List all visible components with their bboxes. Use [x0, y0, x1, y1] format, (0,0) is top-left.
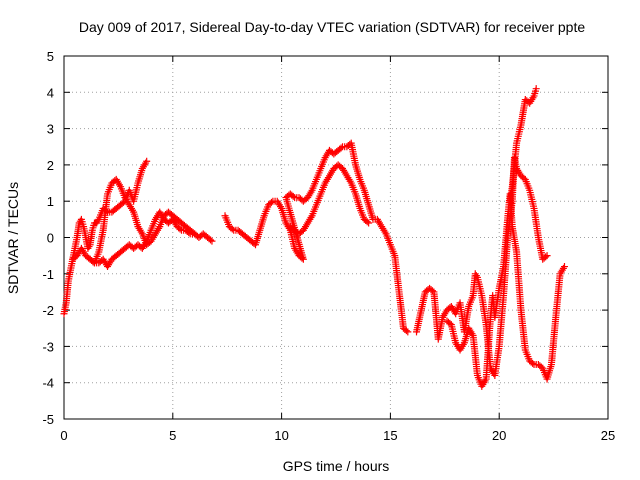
y-tick-label: -3 — [42, 339, 54, 354]
y-axis-label: SDTVAR / TECUs — [5, 182, 21, 294]
data-marker — [363, 218, 371, 226]
data-marker — [143, 157, 151, 165]
y-tick-label: -2 — [42, 303, 54, 318]
data-marker — [89, 258, 97, 266]
data-marker — [532, 85, 540, 93]
y-tick-label: -5 — [42, 412, 54, 427]
y-tick-label: 3 — [47, 122, 54, 137]
y-tick-label: 5 — [47, 49, 54, 64]
y-tick-label: 4 — [47, 85, 54, 100]
x-axis-label: GPS time / hours — [283, 458, 390, 474]
data-layer — [60, 85, 568, 390]
x-tick-label: 25 — [601, 428, 615, 443]
data-marker — [228, 225, 236, 233]
series-track-e — [286, 161, 373, 238]
data-marker — [402, 327, 410, 335]
data-marker — [191, 230, 199, 238]
data-marker — [185, 229, 193, 237]
data-marker — [529, 359, 537, 367]
data-marker — [207, 236, 215, 244]
data-marker — [560, 263, 568, 271]
data-marker — [267, 198, 275, 206]
data-marker — [404, 328, 412, 336]
x-tick-label: 20 — [492, 428, 506, 443]
y-tick-label: 2 — [47, 158, 54, 173]
x-tick-label: 15 — [383, 428, 397, 443]
y-tick-label: 0 — [47, 231, 54, 246]
data-marker — [176, 225, 184, 233]
y-tick-label: -4 — [42, 376, 54, 391]
x-tick-label: 5 — [169, 428, 176, 443]
data-marker — [428, 287, 436, 295]
series-track-d — [221, 139, 412, 336]
data-marker — [289, 192, 297, 200]
data-marker — [208, 237, 216, 245]
x-tick-label: 10 — [274, 428, 288, 443]
chart-title: Day 009 of 2017, Sidereal Day-to-day VTE… — [79, 19, 586, 35]
series-track-h — [506, 85, 540, 205]
data-marker — [542, 253, 550, 261]
x-tick-label: 0 — [60, 428, 67, 443]
series-track-c — [86, 208, 199, 271]
y-tick-label: 1 — [47, 194, 54, 209]
series-track-f — [413, 154, 551, 379]
y-tick-label: -1 — [42, 267, 54, 282]
tick-layer: 0 5 10 15 20 25 -5 -4 -3 -2 -1 0 1 2 3 4 5 — [42, 49, 615, 443]
series-track-g — [443, 190, 568, 390]
data-marker — [337, 144, 345, 152]
series-track-b — [69, 175, 216, 267]
data-marker — [543, 252, 551, 260]
data-marker — [365, 219, 373, 227]
